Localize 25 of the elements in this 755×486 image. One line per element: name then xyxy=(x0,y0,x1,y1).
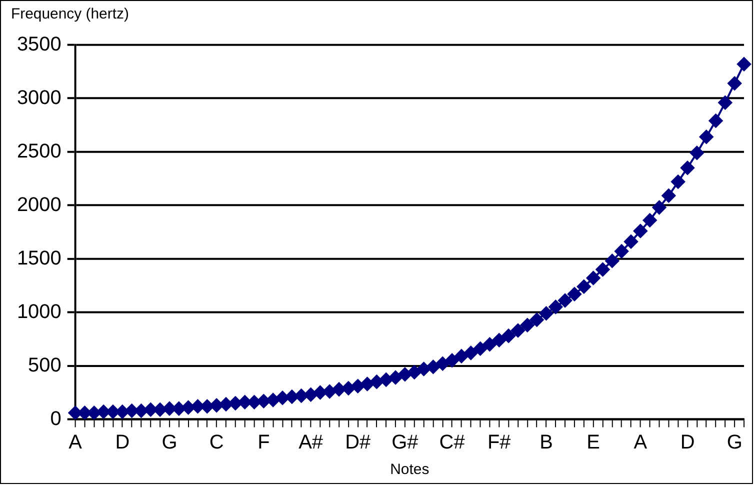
y-tick-label: 1500 xyxy=(16,247,62,270)
y-tick-label: 0 xyxy=(50,408,62,430)
y-tick-label: 1000 xyxy=(16,300,62,323)
x-tick-label: C# xyxy=(439,432,465,454)
x-tick-label: E xyxy=(586,432,600,454)
x-tick-label: F# xyxy=(488,432,511,454)
x-tick-label: A# xyxy=(298,432,323,454)
x-tick-label: A xyxy=(68,432,83,454)
y-tick-label: 500 xyxy=(28,354,62,376)
y-tick-label: 2500 xyxy=(16,140,62,162)
y-axis-title: Frequency (hertz) xyxy=(10,6,129,23)
x-tick-label: C xyxy=(209,432,224,454)
x-tick-label: B xyxy=(540,432,553,454)
x-axis-title: Notes xyxy=(390,461,430,478)
y-tick-label: 2000 xyxy=(16,194,62,216)
y-tick-label: 3000 xyxy=(16,86,62,109)
x-tick-label: G# xyxy=(392,432,418,454)
x-tick-label: A xyxy=(634,432,648,454)
x-tick-label: G xyxy=(726,432,742,454)
x-tick-label: D xyxy=(680,432,695,454)
y-tick-label: 3500 xyxy=(16,33,62,56)
x-tick-label: G xyxy=(162,432,178,454)
x-tick-label: D xyxy=(115,432,130,454)
x-tick-label: D# xyxy=(345,432,371,454)
x-tick-label: F xyxy=(258,432,270,454)
